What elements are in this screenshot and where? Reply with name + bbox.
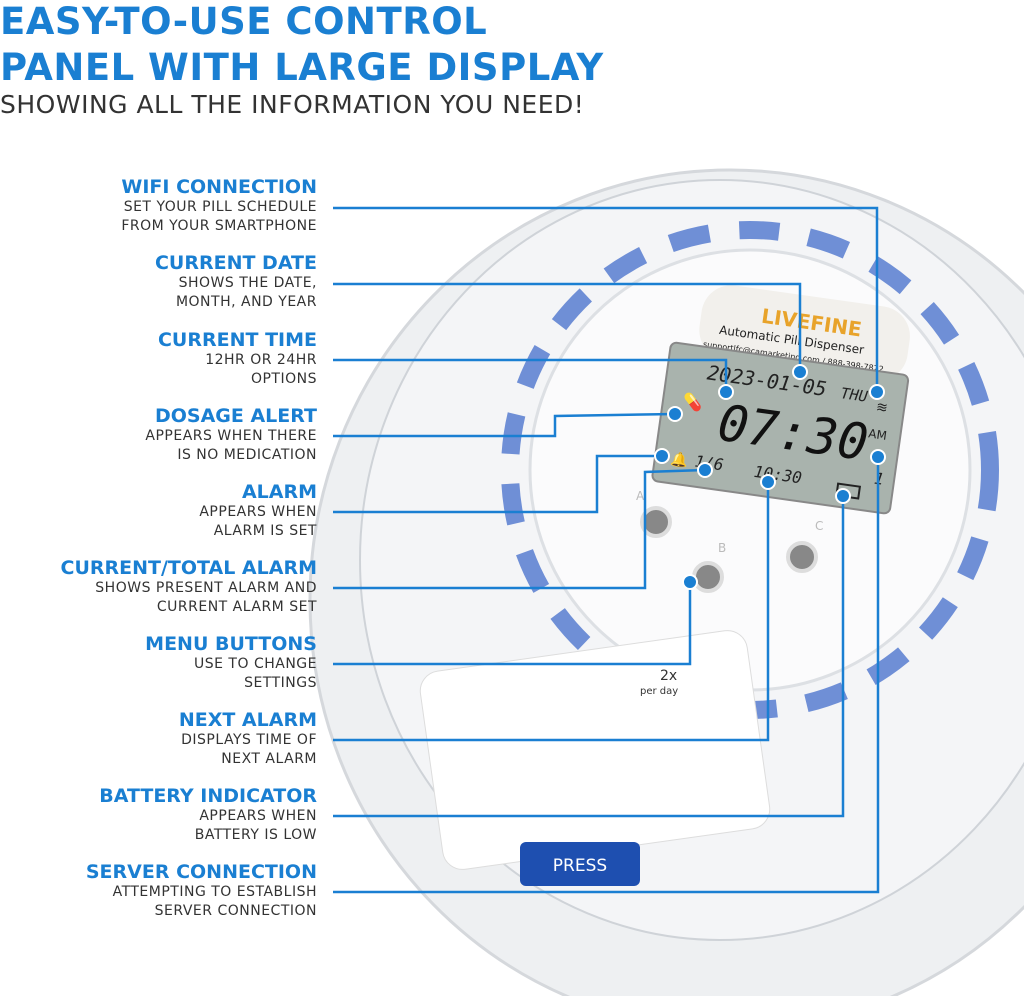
callout-desc: APPEARS WHEN THERE — [145, 428, 317, 444]
callout-alarm: ALARM APPEARS WHEN ALARM IS SET — [199, 481, 317, 541]
button-b-label: B — [718, 541, 726, 555]
wifi-icon: ≋ — [875, 399, 889, 416]
callout-desc: SETTINGS — [244, 675, 317, 691]
heading-line1: EASY-TO-USE CONTROL — [0, 0, 488, 43]
subtitle: SHOWING ALL THE INFORMATION YOU NEED! — [0, 90, 585, 119]
callout-current-total-alarm: CURRENT/TOTAL ALARM SHOWS PRESENT ALARM A… — [61, 557, 318, 617]
button-a-label: A — [636, 489, 645, 503]
callout-desc: MONTH, AND YEAR — [175, 294, 317, 310]
callout-title: CURRENT/TOTAL ALARM — [60, 557, 318, 579]
callout-dosage-alert: DOSAGE ALERT APPEARS WHEN THERE IS NO MEDI… — [145, 405, 317, 465]
dose-sub: per day — [640, 686, 678, 697]
bell-icon: 🔔 — [670, 450, 690, 469]
callout-dots — [654, 364, 886, 590]
press-button[interactable] — [520, 842, 640, 886]
callout-current-date: CURRENT DATE SHOWS THE DATE, MONTH, AND YE… — [155, 252, 317, 312]
heading-line2: PANEL WITH LARGE DISPLAY — [0, 46, 604, 89]
callout-server-connection: SERVER CONNECTION ATTEMPTING TO ESTABLISH… — [86, 861, 317, 921]
lcd-day: THU — [839, 384, 869, 406]
callout-title: WIFI CONNECTION — [121, 176, 317, 198]
callout-desc: APPEARS WHEN — [199, 808, 317, 824]
callout-battery-indicator: BATTERY INDICATOR APPEARS WHEN BATTERY IS … — [99, 785, 317, 845]
callout-current-time: CURRENT TIME 12HR OR 24HR OPTIONS — [158, 329, 317, 389]
callout-desc: IS NO MEDICATION — [177, 447, 317, 463]
callout-title: CURRENT DATE — [154, 252, 317, 274]
callout-desc: BATTERY IS LOW — [194, 827, 317, 843]
callout-desc: APPEARS WHEN — [199, 504, 317, 520]
callout-desc: OPTIONS — [250, 371, 317, 387]
callout-menu-buttons: MENU BUTTONS USE TO CHANGE SETTINGS — [145, 633, 317, 693]
press-label: PRESS — [553, 856, 607, 876]
pill-alert-icon: 💊 — [682, 391, 704, 413]
callout-title: SERVER CONNECTION — [85, 861, 317, 883]
callout-desc: FROM YOUR SMARTPHONE — [121, 218, 317, 234]
callout-title: NEXT ALARM — [178, 709, 317, 731]
callout-lines — [333, 206, 880, 894]
lcd-display: 2023-01-05 THU 07:30 AM 💊 🔔 1/6 10:30 1 … — [651, 341, 910, 515]
callout-title: ALARM — [241, 481, 317, 503]
callout-desc: 12HR OR 24HR — [205, 352, 317, 368]
callout-desc: ATTEMPTING TO ESTABLISH — [112, 884, 317, 900]
callout-next-alarm: NEXT ALARM DISPLAYS TIME OF NEXT ALARM — [179, 709, 317, 769]
callout-desc: CURRENT ALARM SET — [156, 599, 317, 615]
menu-button-a[interactable] — [640, 506, 672, 538]
callout-title: CURRENT TIME — [157, 329, 317, 351]
callout-desc: SERVER CONNECTION — [154, 903, 317, 919]
callout-desc: USE TO CHANGE — [194, 656, 317, 672]
callout-desc: SHOWS PRESENT ALARM AND — [95, 580, 317, 596]
dose-label: 2x — [660, 668, 677, 684]
button-c-label: C — [815, 519, 823, 533]
callout-title: DOSAGE ALERT — [154, 405, 317, 427]
callout-desc: SHOWS THE DATE, — [178, 275, 317, 291]
callout-title: MENU BUTTONS — [145, 633, 317, 655]
callout-desc: ALARM IS SET — [213, 523, 317, 539]
callout-wifi-connection: WIFI CONNECTION SET YOUR PILL SCHEDULE FRO… — [121, 176, 317, 236]
lcd-ampm: AM — [867, 426, 887, 442]
callout-desc: NEXT ALARM — [221, 751, 317, 767]
menu-button-c[interactable] — [786, 541, 818, 573]
callout-desc: SET YOUR PILL SCHEDULE — [123, 199, 317, 215]
menu-button-b[interactable] — [692, 561, 724, 593]
callout-title: BATTERY INDICATOR — [99, 785, 317, 807]
callout-desc: DISPLAYS TIME OF — [181, 732, 317, 748]
